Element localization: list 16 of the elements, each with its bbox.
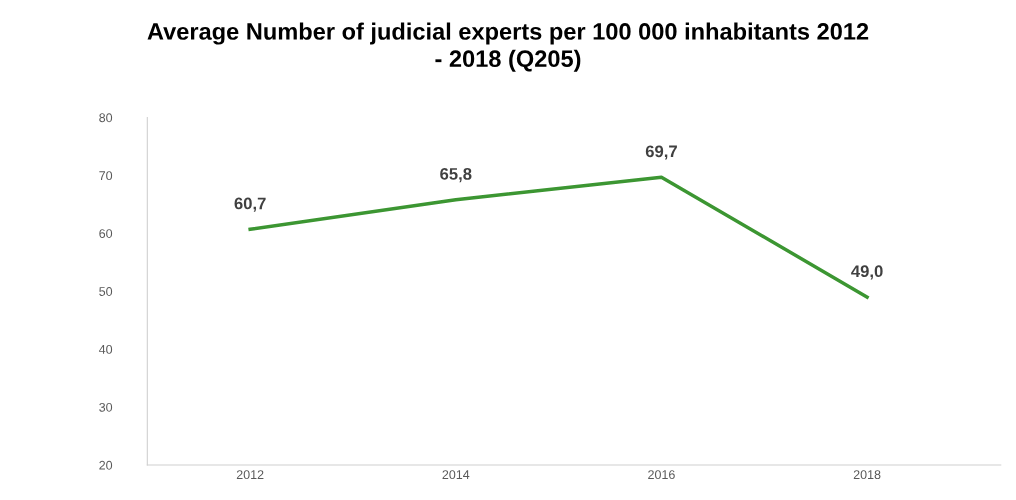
y-tick-label: 30 [99, 402, 113, 412]
y-tick-label: 80 [99, 113, 113, 123]
data-label: 69,7 [645, 145, 677, 160]
data-label: 49,0 [851, 265, 883, 280]
x-tick-label: 2016 [648, 470, 675, 480]
x-tick-label: 2014 [442, 470, 470, 480]
y-tick-label: 60 [99, 229, 113, 238]
data-label: 60,7 [234, 197, 266, 212]
y-tick-label: 70 [99, 171, 113, 181]
y-tick-label: 20 [99, 460, 113, 470]
chart-title: Average Number of judicial experts per 100 000 inhabitants 2012 - 2018 (Q205) [147, 22, 869, 72]
x-tick-label: 2018 [853, 470, 881, 480]
data-label: 65,8 [440, 167, 472, 183]
y-tick-label: 40 [98, 344, 113, 354]
x-tick-label: 2012 [236, 470, 264, 480]
y-tick-label: 50 [99, 287, 113, 296]
